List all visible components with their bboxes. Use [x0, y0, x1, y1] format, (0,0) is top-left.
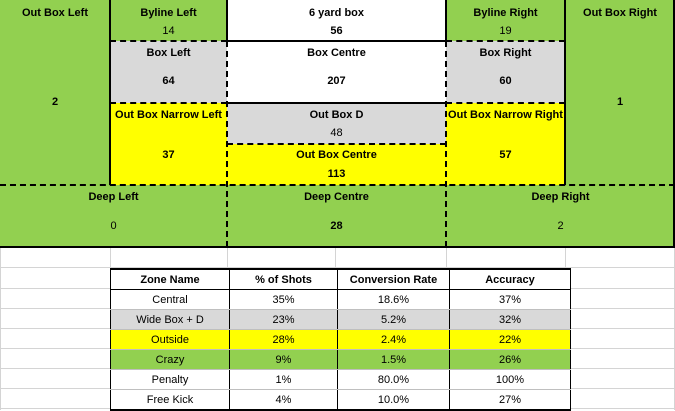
zone-label: Deep Right [531, 191, 590, 203]
zone-border [227, 102, 446, 104]
zone-label: 6 yard box [308, 7, 365, 19]
zone-border-dashed [446, 102, 565, 104]
table-cell: 5.2% [337, 309, 450, 330]
zone-border [109, 0, 111, 185]
table-cell: 10.0% [337, 389, 450, 411]
table-cell: Crazy [110, 349, 230, 370]
table-cell: 26% [449, 349, 571, 370]
column-header-pct-shots: % of Shots [229, 268, 338, 290]
zone-label: Out Box D [309, 109, 364, 121]
zone-label: Out Box Narrow Left [115, 109, 222, 121]
column-header-conversion-rate: Conversion Rate [337, 268, 450, 290]
table-cell: 35% [229, 289, 338, 310]
column-header-zone-name: Zone Name [110, 268, 230, 290]
zone-border-dashed [445, 41, 447, 247]
table-cell: 4% [229, 389, 338, 411]
zone-byline-left: Byline Left 14 [110, 0, 227, 41]
zone-label: Out Box Left [22, 7, 88, 19]
zone-out-box-left: Out Box Left 2 [0, 0, 110, 185]
zone-box-right: Box Right 60 [446, 41, 565, 103]
table-row: Crazy 9% 1.5% 26% [110, 349, 571, 370]
zone-value: 60 [499, 75, 512, 87]
zone-out-box-right: Out Box Right 1 [565, 0, 675, 185]
zone-box-left: Box Left 64 [110, 41, 227, 103]
zone-border-dashed [110, 40, 227, 42]
zone-out-box-narrow-left: Out Box Narrow Left 37 [110, 103, 227, 185]
zone-label: Box Right [479, 47, 532, 59]
zone-value: 14 [162, 25, 175, 37]
table-cell: 1% [229, 369, 338, 390]
table-cell: 22% [449, 329, 571, 350]
table-header-row: Zone Name % of Shots Conversion Rate Acc… [110, 268, 571, 290]
zone-value: 57 [499, 149, 512, 161]
zone-value: 56 [330, 25, 343, 37]
zone-value: 28 [330, 220, 343, 232]
zone-border [226, 0, 228, 41]
table-cell: Free Kick [110, 389, 230, 411]
zone-label: Out Box Right [583, 7, 657, 19]
zone-border-dashed [227, 143, 446, 145]
zone-value: 64 [162, 75, 175, 87]
zone-value: 37 [162, 149, 175, 161]
table-cell: 18.6% [337, 289, 450, 310]
table-cell: Penalty [110, 369, 230, 390]
zone-out-box-narrow-right: Out Box Narrow Right 57 [446, 103, 565, 185]
zone-label: Deep Centre [304, 191, 369, 203]
zone-border [564, 0, 566, 185]
table-cell: 9% [229, 349, 338, 370]
zone-border [673, 0, 675, 248]
zone-border-dashed [110, 102, 227, 104]
table-row: Free Kick 4% 10.0% 27% [110, 389, 571, 411]
table-cell: 23% [229, 309, 338, 330]
zone-label: Byline Left [140, 7, 197, 19]
table-cell: 100% [449, 369, 571, 390]
zone-deep-left: Deep Left 0 [0, 185, 227, 247]
zone-box-centre: Box Centre 207 [227, 41, 446, 103]
table-cell: 2.4% [337, 329, 450, 350]
table-cell: 28% [229, 329, 338, 350]
zone-value: 19 [499, 25, 512, 37]
column-header-accuracy: Accuracy [449, 268, 571, 290]
table-row: Penalty 1% 80.0% 100% [110, 369, 571, 390]
zone-value: 2 [557, 220, 564, 232]
zone-value: 1 [616, 96, 624, 108]
table-cell: 32% [449, 309, 571, 330]
zone-value: 0 [110, 220, 117, 232]
zone-label: Byline Right [473, 7, 538, 19]
zone-border [0, 246, 675, 248]
zone-out-box-d: Out Box D 48 [227, 103, 446, 144]
zone-byline-right: Byline Right 19 [446, 0, 565, 41]
zone-border-dashed [0, 184, 675, 186]
table-row: Central 35% 18.6% 37% [110, 289, 571, 310]
zone-label: Box Centre [307, 47, 366, 59]
zone-value: 2 [51, 96, 59, 108]
zone-label: Out Box Narrow Right [448, 109, 563, 121]
zone-border-dashed [446, 40, 565, 42]
zone-value: 207 [327, 75, 346, 87]
zone-label: Box Left [146, 47, 191, 59]
table-row: Outside 28% 2.4% 22% [110, 329, 571, 350]
zone-label: Deep Left [88, 191, 139, 203]
zone-border-dashed [226, 41, 228, 247]
zone-border [227, 40, 446, 42]
table-cell: 80.0% [337, 369, 450, 390]
table-cell: 1.5% [337, 349, 450, 370]
zone-value: 113 [327, 168, 346, 180]
zone-out-box-centre: Out Box Centre 113 [227, 144, 446, 185]
table-cell: Outside [110, 329, 230, 350]
zone-value: 48 [330, 127, 343, 139]
zone-border [445, 0, 447, 41]
table-cell: 27% [449, 389, 571, 411]
table-cell: Central [110, 289, 230, 310]
zone-six-yard-box: 6 yard box 56 [227, 0, 446, 41]
zone-deep-centre: Deep Centre 28 [227, 185, 446, 247]
zone-deep-right: Deep Right 2 [446, 185, 675, 247]
zone-label: Out Box Centre [296, 149, 377, 161]
table-cell: 37% [449, 289, 571, 310]
table-row: Wide Box + D 23% 5.2% 32% [110, 309, 571, 330]
zone-stats-table: Zone Name % of Shots Conversion Rate Acc… [110, 268, 571, 411]
table-cell: Wide Box + D [110, 309, 230, 330]
